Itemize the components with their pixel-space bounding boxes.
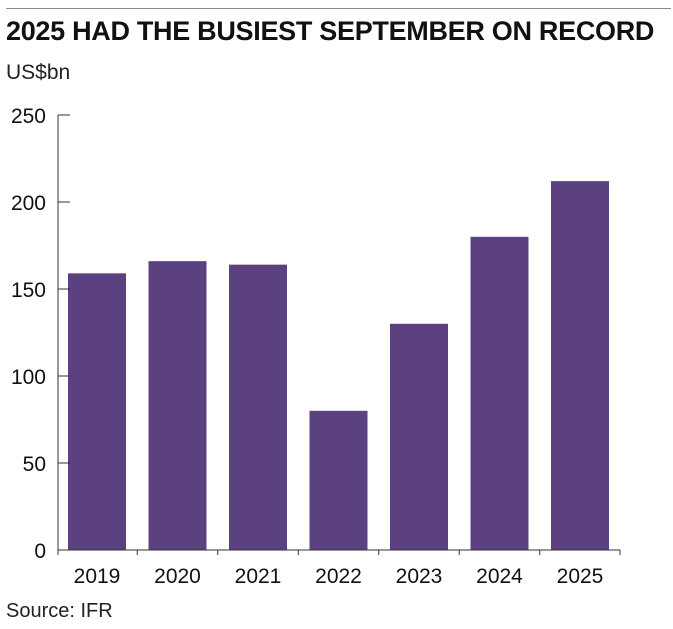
bar-2019 bbox=[68, 273, 126, 550]
y-tick-label-100: 100 bbox=[11, 366, 46, 389]
y-tick-label-200: 200 bbox=[11, 192, 46, 215]
chart-title: 2025 HAD THE BUSIEST SEPTEMBER ON RECORD bbox=[6, 16, 655, 46]
y-tick-label-150: 150 bbox=[11, 279, 46, 302]
bar-2020 bbox=[148, 261, 207, 550]
y-tick-label-250: 250 bbox=[11, 105, 46, 128]
x-tick-label-2019: 2019 bbox=[74, 565, 121, 588]
x-tick-label-2021: 2021 bbox=[235, 565, 282, 588]
y-tick-label-50: 50 bbox=[23, 453, 46, 476]
bar-2025 bbox=[551, 181, 609, 550]
bar-2024 bbox=[470, 236, 529, 551]
x-tick-label-2022: 2022 bbox=[315, 565, 362, 588]
x-tick-label-2020: 2020 bbox=[154, 565, 201, 588]
bar-2023 bbox=[390, 323, 448, 550]
x-tick-label-2025: 2025 bbox=[557, 565, 604, 588]
x-tick-label-2023: 2023 bbox=[396, 565, 443, 588]
bar-2022 bbox=[309, 410, 368, 550]
bar-2021 bbox=[229, 264, 287, 550]
y-axis-unit-label: US$bn bbox=[6, 61, 71, 84]
source-note: Source: IFR bbox=[6, 600, 113, 622]
top-divider bbox=[6, 8, 671, 9]
y-tick-label-0: 0 bbox=[34, 540, 46, 563]
x-tick-label-2024: 2024 bbox=[476, 565, 523, 588]
